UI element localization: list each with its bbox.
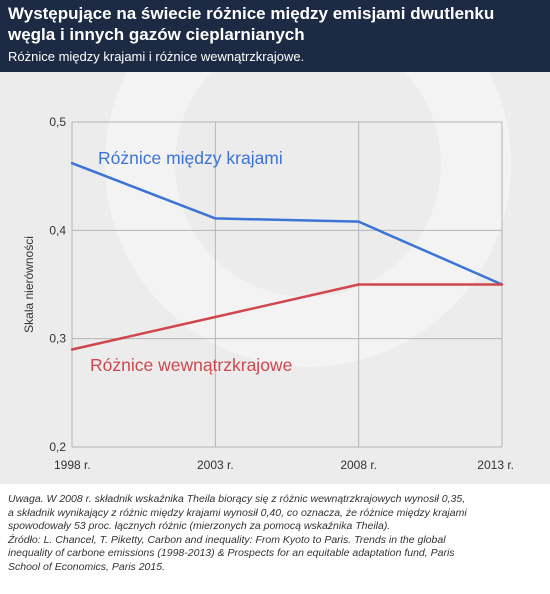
series-1-point [214, 217, 217, 220]
series-2-point [214, 315, 217, 319]
series-label-1: Różnice między krajami [98, 148, 283, 168]
chart-title: Występujące na świecie różnice między em… [8, 4, 495, 44]
y-tick-label: 0,4 [49, 223, 66, 237]
watermark-logo [105, 72, 511, 367]
y-tick-label: 0,5 [49, 115, 66, 129]
series-1-point [70, 161, 74, 165]
footnote-source: Źródło: L. Chancel, T. Piketty, Carbon a… [8, 533, 455, 573]
chart-subtitle: Różnice między krajami i różnice wewnątr… [8, 49, 305, 64]
x-tick-label: 2013 r. [477, 458, 514, 472]
series-label-2: Różnice wewnątrzkrajowe [90, 355, 292, 375]
x-tick-label: 1998 r. [54, 458, 91, 472]
line-chart: 0,2 0,3 0,4 0,5 1998 r. 2003 r. 2008 r. 2013 r.… [22, 72, 514, 472]
series-line-1 [71, 162, 503, 286]
series-line-2 [71, 283, 502, 351]
y-tick-label: 0,2 [49, 440, 66, 454]
footnote: Uwaga. W 2008 r. składnik wskaźnika Thei… [8, 493, 544, 575]
series-2-point [70, 348, 74, 351]
y-axis-label: Skala nierówności [22, 236, 36, 333]
footnote-note: Uwaga. W 2008 r. składnik wskaźnika Thei… [8, 493, 467, 533]
series-2-point [500, 283, 504, 286]
x-tick-label: 2008 r. [340, 458, 377, 472]
chart-header: Występujące na świecie różnice między em… [0, 0, 550, 72]
y-tick-label: 0,3 [49, 332, 66, 346]
series-2-point [357, 283, 360, 286]
series-1-point [357, 220, 360, 223]
x-tick-label: 2003 r. [197, 458, 234, 472]
